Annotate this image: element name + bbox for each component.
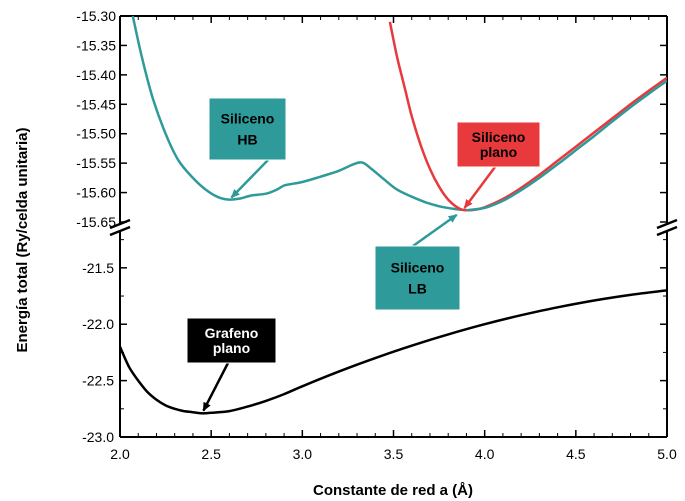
x-tick-label: 2.0 (110, 446, 130, 462)
annotation-text: HB (237, 131, 257, 147)
annotation-box (456, 121, 541, 168)
x-tick-label: 2.5 (201, 446, 221, 462)
y-upper-tick-label: -15.45 (76, 96, 116, 112)
x-tick-label: 3.0 (293, 446, 313, 462)
axis-break-right-1 (656, 218, 678, 230)
axis-break-right-2 (656, 225, 678, 237)
y-axis-title: Energía total (Ry/celda unitaria) (14, 127, 31, 352)
annotation-arrow (412, 213, 458, 248)
series-line-3 (120, 289, 667, 415)
y-lower-tick-label: -22.5 (82, 373, 114, 389)
y-lower-tick-label: -22.0 (82, 316, 114, 332)
y-upper-tick-label: -15.30 (76, 8, 116, 24)
annotation-box (374, 245, 461, 311)
y-upper-tick-label: -15.50 (76, 126, 116, 142)
x-tick-label: 4.0 (475, 446, 495, 462)
annotation-text: Siliceno (472, 129, 526, 145)
plot-frame (109, 15, 678, 438)
annotation-hb: Siliceno HB (208, 97, 287, 199)
annotation-box (186, 317, 277, 364)
annotation-text: Siliceno (391, 259, 445, 275)
annotation-lb: Siliceno LB (374, 213, 461, 311)
annotation-text: LB (408, 281, 427, 297)
annotation-box (208, 97, 287, 161)
x-tick-label: 5.0 (657, 446, 677, 462)
axis-break-left-2 (109, 225, 131, 237)
y-upper-tick-label: -15.55 (76, 155, 116, 171)
series-line-0 (131, 16, 467, 212)
y-upper-tick-label: -15.40 (76, 67, 116, 83)
series-layer (120, 16, 667, 415)
series-line-2 (466, 79, 667, 212)
y-upper-tick-label: -15.35 (76, 37, 116, 53)
annotation-text: plano (213, 340, 250, 356)
y-lower-tick-label: -21.5 (82, 260, 114, 276)
y-upper-tick-label: -15.60 (76, 185, 116, 201)
y-lower-tick-label: -23.0 (82, 429, 114, 445)
annotation-arrow (463, 166, 497, 209)
y-upper-tick-label: -15.65 (76, 214, 116, 230)
annotation-text: Siliceno (221, 111, 275, 127)
series-line-1 (388, 21, 667, 212)
annotation-arrow (230, 159, 269, 199)
annotation-text: plano (480, 144, 517, 160)
ticks-layer: 2.0 2.5 3.0 3.5 4.0 4.5 5.0 -15.30 -15.35 -15.40 -… (76, 8, 677, 462)
x-axis-title: Constante de red a (Å) (313, 482, 473, 499)
annotation-arrow (202, 362, 230, 412)
x-tick-label: 4.5 (566, 446, 586, 462)
annotation-text: Grafeno (205, 325, 259, 341)
x-tick-label: 3.5 (384, 446, 404, 462)
